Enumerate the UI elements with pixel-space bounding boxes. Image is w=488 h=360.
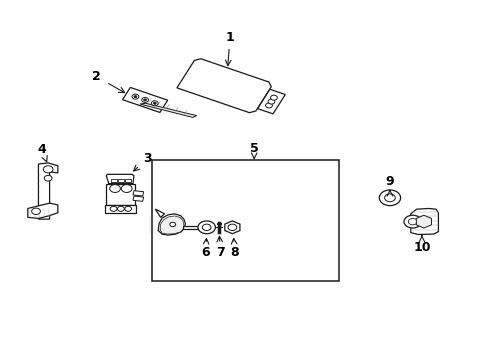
Polygon shape bbox=[183, 226, 200, 229]
Circle shape bbox=[169, 222, 175, 226]
Circle shape bbox=[43, 166, 53, 173]
Polygon shape bbox=[133, 191, 143, 196]
Circle shape bbox=[403, 215, 421, 228]
Circle shape bbox=[121, 185, 132, 193]
Polygon shape bbox=[410, 208, 438, 234]
Text: 8: 8 bbox=[230, 247, 239, 260]
Text: 2: 2 bbox=[92, 70, 101, 83]
Circle shape bbox=[32, 208, 41, 215]
Circle shape bbox=[198, 221, 215, 234]
Circle shape bbox=[379, 190, 400, 206]
Polygon shape bbox=[105, 205, 136, 213]
Polygon shape bbox=[133, 196, 143, 201]
Polygon shape bbox=[106, 174, 134, 184]
Circle shape bbox=[109, 185, 120, 193]
Text: 6: 6 bbox=[201, 247, 210, 260]
Circle shape bbox=[227, 224, 236, 230]
Polygon shape bbox=[122, 87, 167, 112]
Polygon shape bbox=[155, 209, 164, 217]
Polygon shape bbox=[217, 223, 221, 225]
Text: 3: 3 bbox=[143, 152, 152, 165]
Circle shape bbox=[202, 224, 211, 230]
Text: 7: 7 bbox=[215, 247, 224, 260]
Polygon shape bbox=[257, 89, 285, 114]
Text: 1: 1 bbox=[225, 31, 234, 44]
Circle shape bbox=[124, 206, 131, 211]
Bar bbox=[118, 179, 123, 183]
Circle shape bbox=[265, 103, 272, 108]
Circle shape bbox=[384, 194, 394, 202]
Circle shape bbox=[117, 206, 124, 211]
Text: 10: 10 bbox=[412, 241, 430, 254]
Polygon shape bbox=[140, 103, 196, 117]
Bar bbox=[124, 179, 130, 183]
Circle shape bbox=[143, 99, 146, 101]
Circle shape bbox=[132, 94, 139, 99]
Bar bbox=[152, 161, 338, 282]
Circle shape bbox=[153, 102, 156, 104]
Polygon shape bbox=[106, 184, 135, 205]
Circle shape bbox=[267, 99, 274, 104]
Circle shape bbox=[142, 98, 148, 103]
Bar bbox=[111, 179, 117, 183]
Polygon shape bbox=[160, 216, 183, 234]
Text: 4: 4 bbox=[38, 143, 46, 156]
Text: 5: 5 bbox=[249, 142, 258, 155]
Text: 9: 9 bbox=[385, 175, 393, 188]
Polygon shape bbox=[39, 163, 58, 219]
Circle shape bbox=[134, 95, 137, 98]
Circle shape bbox=[151, 101, 158, 106]
Circle shape bbox=[270, 95, 277, 100]
Polygon shape bbox=[177, 59, 271, 113]
Polygon shape bbox=[28, 203, 58, 219]
Polygon shape bbox=[224, 221, 240, 234]
Circle shape bbox=[110, 206, 117, 211]
Circle shape bbox=[407, 219, 416, 225]
Circle shape bbox=[44, 175, 52, 181]
Polygon shape bbox=[415, 215, 430, 228]
Polygon shape bbox=[158, 214, 185, 235]
